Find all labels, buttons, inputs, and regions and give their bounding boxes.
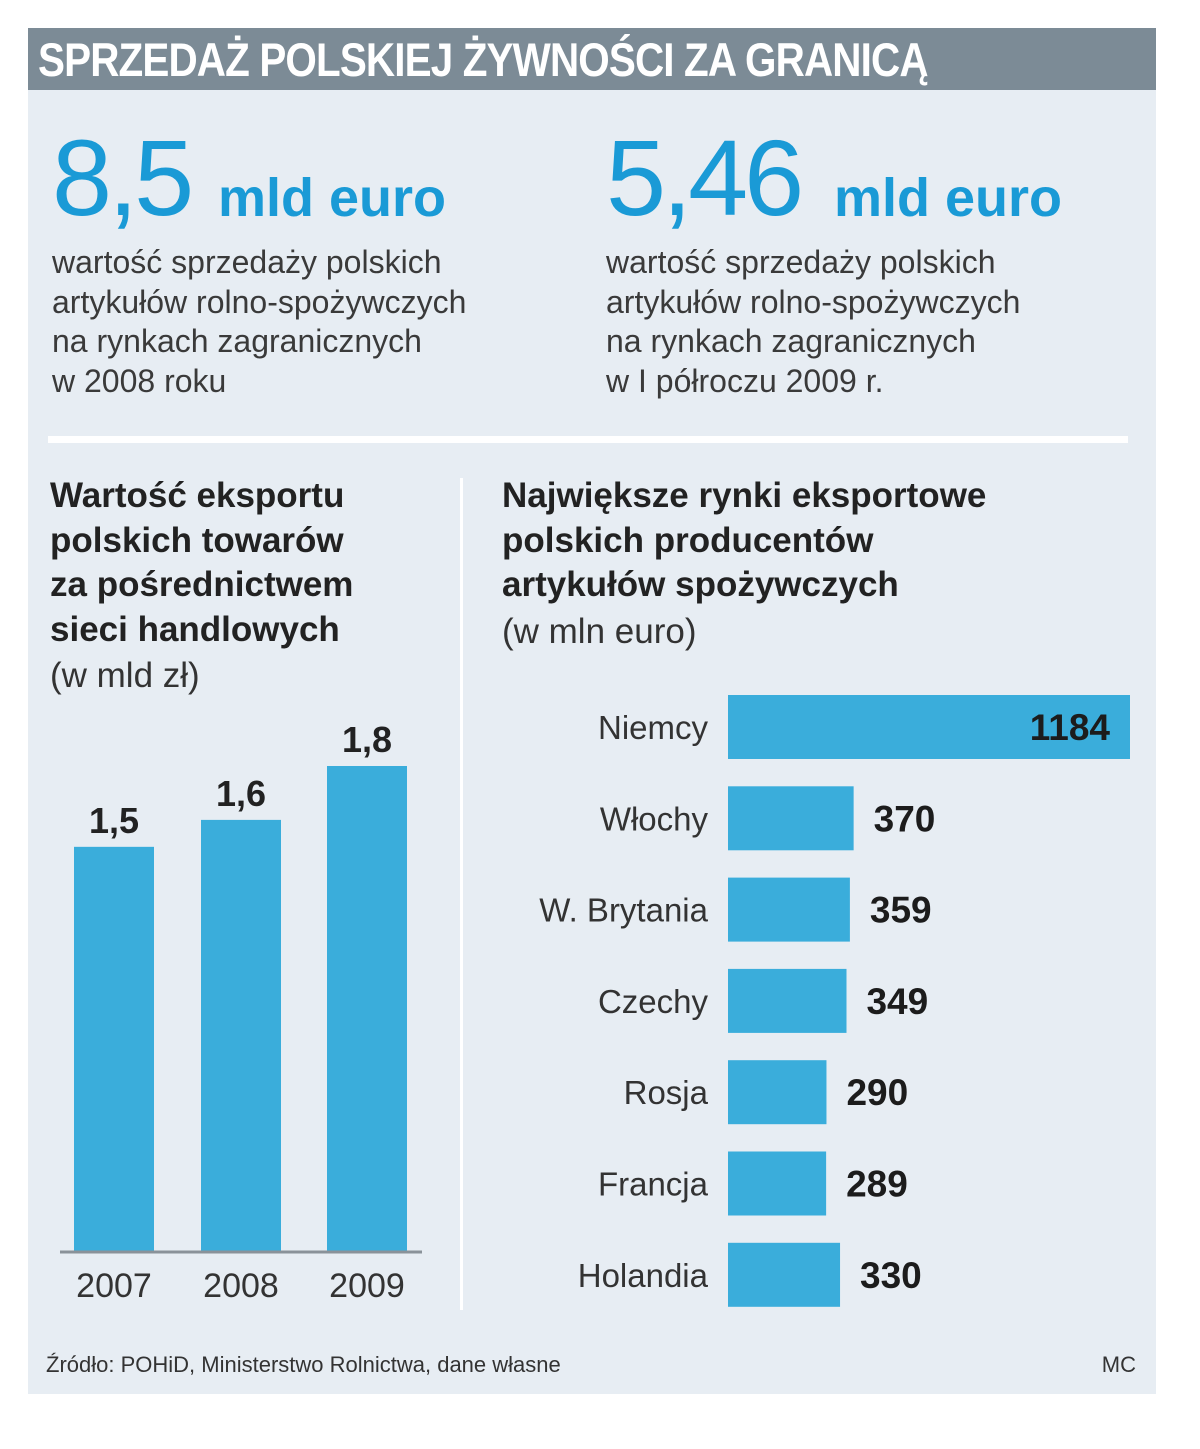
- stat-desc-line: artykułów rolno-spożywczych: [606, 283, 1021, 320]
- bar-value-label: 289: [846, 1164, 908, 1205]
- stat-value-2008: 8,5: [52, 117, 194, 238]
- chart1-unit: (w mld zł): [50, 656, 200, 695]
- stat-desc-2008: wartość sprzedaży polskich artykułów rol…: [52, 243, 466, 401]
- bar-value-label: 1,6: [216, 773, 266, 814]
- section-divider: [48, 436, 1128, 443]
- bar-Niemcy: [728, 695, 1130, 759]
- chart1-title-line: Wartość eksportu: [50, 476, 345, 515]
- chart2-title-line: Największe rynki eksportowe: [502, 476, 987, 515]
- category-label: W. Brytania: [539, 892, 708, 929]
- chart1-title-line: sieci handlowych: [50, 609, 340, 649]
- title-bar: [28, 28, 1156, 90]
- category-label: Francja: [598, 1166, 709, 1203]
- bar-2009: [327, 766, 407, 1251]
- column-divider: [460, 478, 463, 1310]
- bar-value-label: 370: [874, 798, 936, 839]
- bar-value-label: 1,5: [89, 800, 139, 841]
- bar-Włochy: [728, 786, 854, 851]
- stat-desc-line: w 2008 roku: [52, 362, 227, 399]
- chart2-title-line: artykułów spożywczych: [502, 565, 899, 604]
- chart1-title-line: polskich towarów: [50, 520, 344, 560]
- bar-value-label: 290: [846, 1072, 908, 1113]
- chart2-title-line: polskich producentów: [502, 520, 874, 560]
- bar-value-label: 349: [866, 981, 928, 1022]
- stat-desc-line: na rynkach zagranicznych: [606, 323, 976, 359]
- bar-value-label: 359: [870, 890, 932, 931]
- chart1-title: Wartość eksportu polskich towarów za poś…: [50, 474, 353, 652]
- category-label: Rosja: [624, 1074, 709, 1111]
- category-label: Włochy: [600, 800, 709, 837]
- category-label: Niemcy: [598, 709, 709, 746]
- bar-W. Brytania: [728, 877, 850, 942]
- author-credit: MC: [1101, 1352, 1136, 1377]
- x-tick-label: 2008: [203, 1267, 279, 1305]
- category-label: Holandia: [578, 1257, 709, 1294]
- chart1-title-line: za pośrednictwem: [50, 565, 354, 604]
- bar-Rosja: [728, 1060, 827, 1125]
- category-label: Czechy: [598, 983, 709, 1020]
- stat-value-2009: 5,46: [606, 117, 804, 238]
- x-tick-label: 2007: [76, 1267, 152, 1305]
- page-title: SPRZEDAŻ POLSKIEJ ŻYWNOŚCI ZA GRANICĄ: [38, 33, 929, 86]
- stat-desc-2009: wartość sprzedaży polskich artykułów rol…: [606, 243, 1020, 401]
- stat-desc-line: w I półroczu 2009 r.: [606, 362, 884, 399]
- bar-Holandia: [728, 1242, 841, 1307]
- stat-unit-2008: mld euro: [218, 168, 447, 228]
- stat-desc-line: artykułów rolno-spożywczych: [52, 283, 467, 320]
- bar-Czechy: [728, 968, 847, 1033]
- bar-value-label: 1,8: [342, 719, 392, 760]
- bar-value-label: 330: [860, 1255, 922, 1296]
- stat-desc-line: na rynkach zagranicznych: [52, 323, 422, 359]
- chart2-title: Największe rynki eksportowe polskich pro…: [502, 474, 986, 608]
- x-tick-label: 2009: [329, 1267, 405, 1305]
- stat-unit-2009: mld euro: [834, 168, 1063, 228]
- chart2-unit: (w mln euro): [502, 612, 697, 651]
- bar-2008: [201, 819, 281, 1251]
- bar-2007: [74, 846, 154, 1251]
- source-note: Źródło: POHiD, Ministerstwo Rolnictwa, d…: [46, 1352, 561, 1377]
- stat-desc-line: wartość sprzedaży polskich: [606, 244, 996, 280]
- bar-Francja: [728, 1151, 827, 1216]
- stat-desc-line: wartość sprzedaży polskich: [52, 244, 442, 280]
- bar-value-label: 1184: [1030, 707, 1111, 748]
